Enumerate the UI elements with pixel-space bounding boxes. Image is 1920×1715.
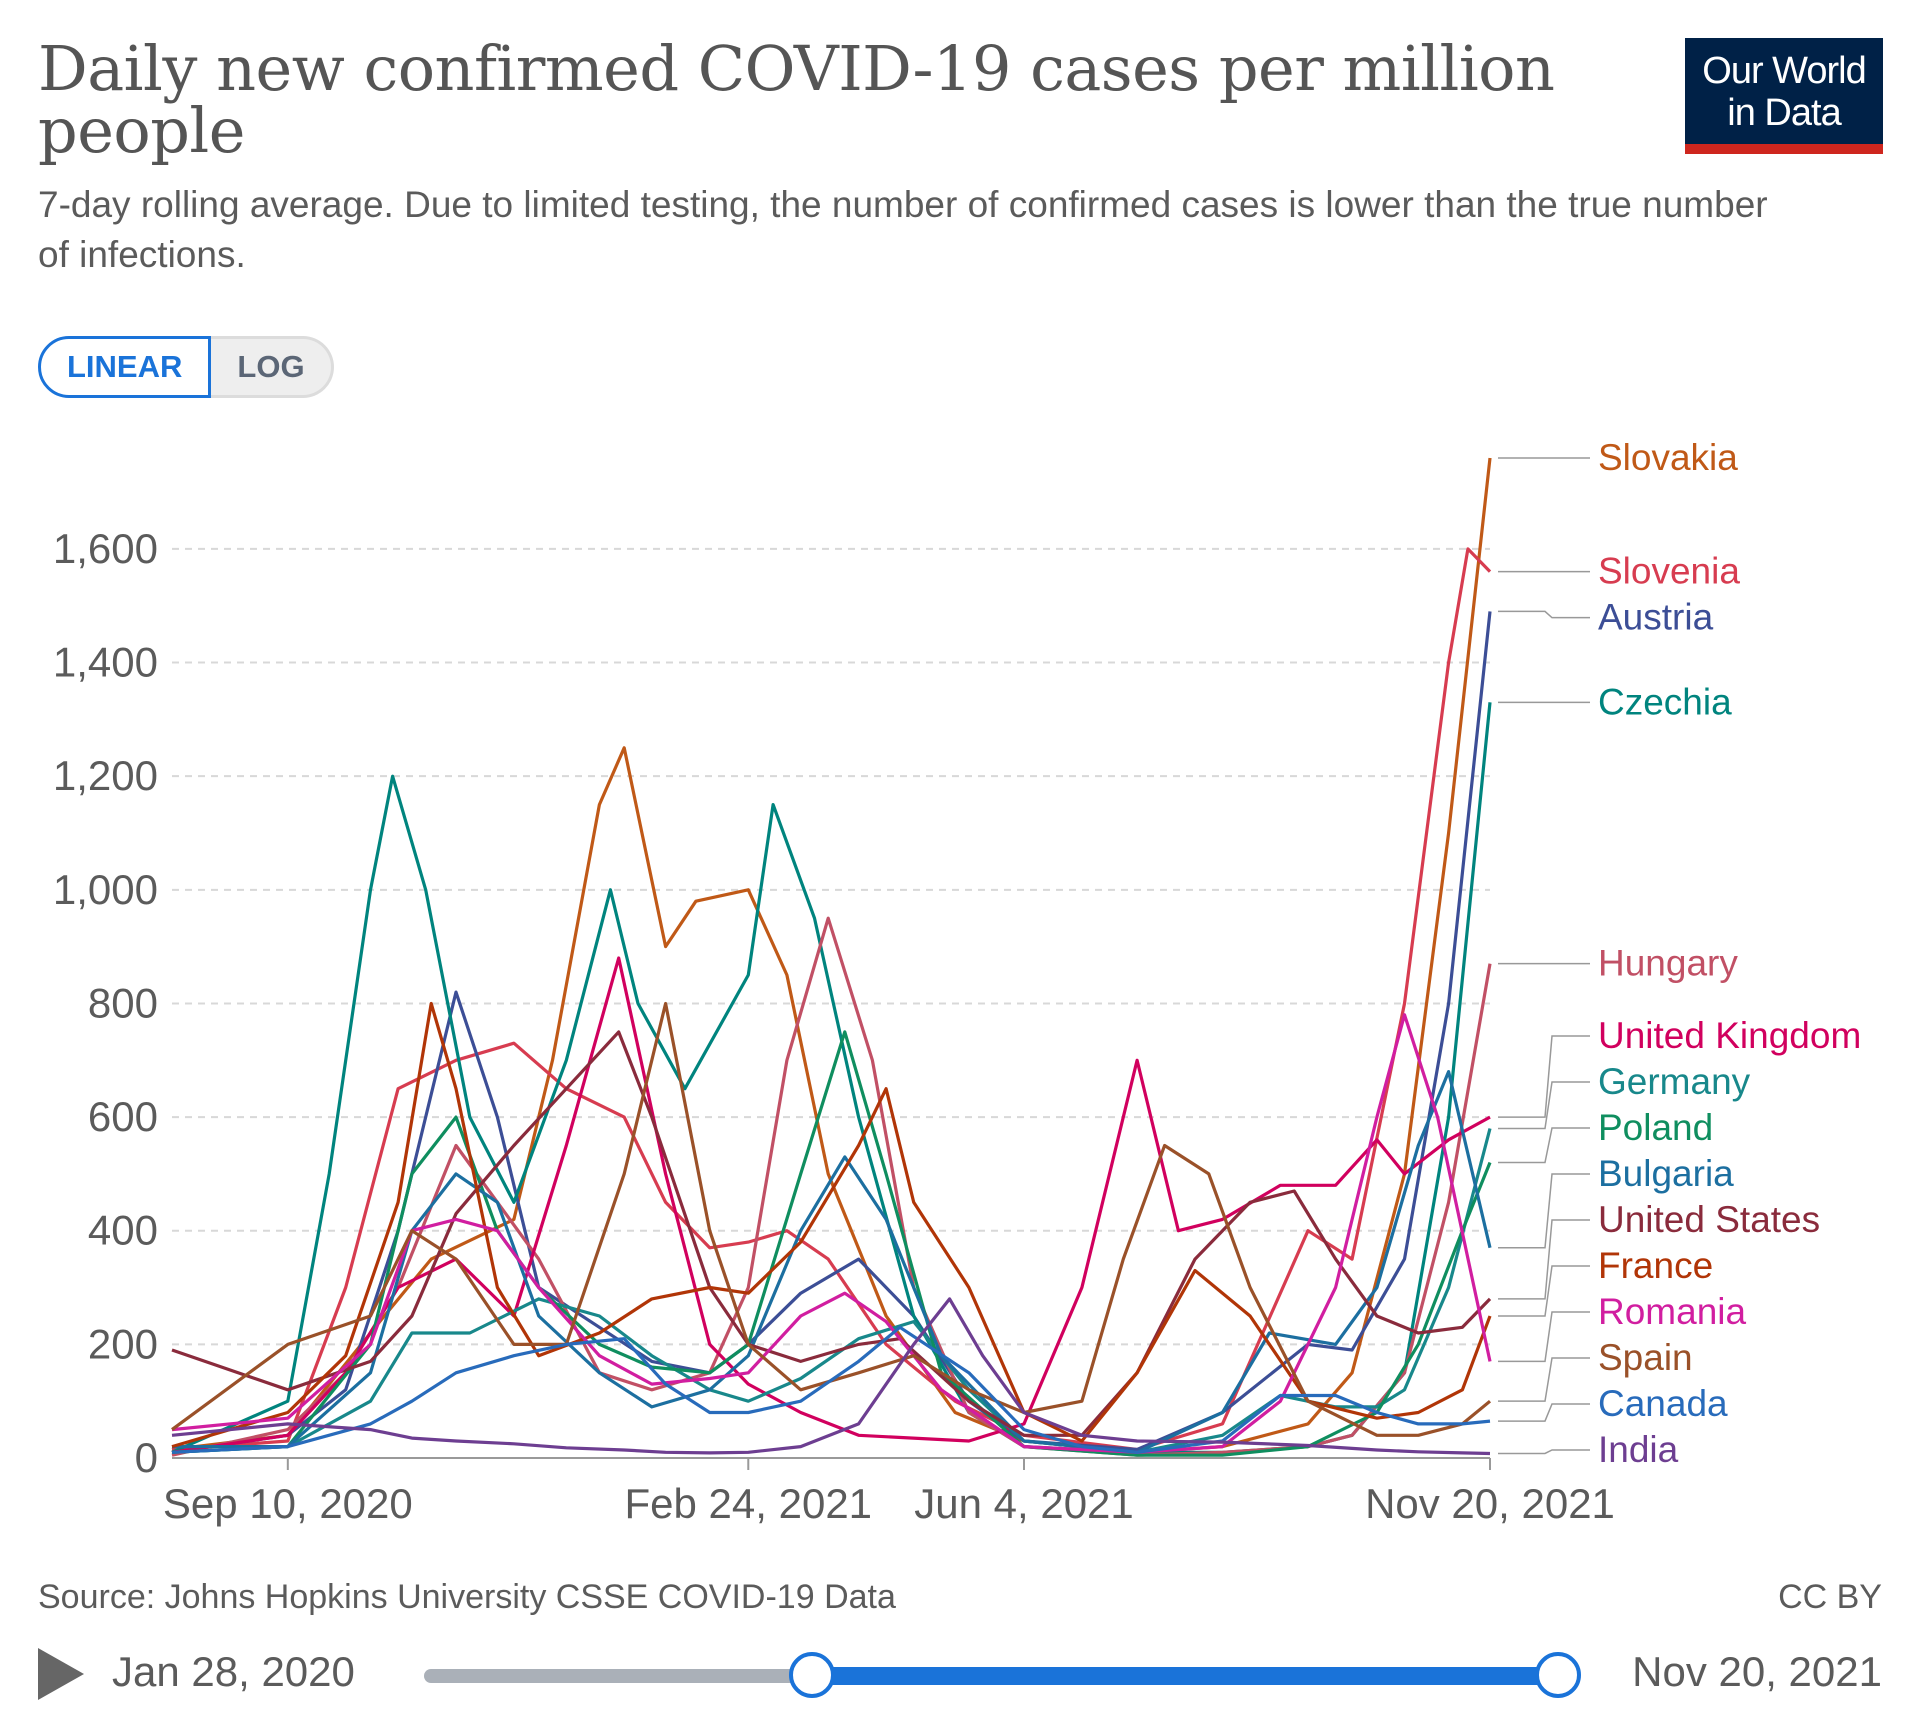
grid-lines <box>172 547 1490 1346</box>
legend-connector <box>1498 1357 1590 1402</box>
legend-connector <box>1498 1127 1590 1164</box>
series-lines <box>171 457 1492 1457</box>
owid-logo[interactable]: Our World in Data <box>1685 38 1883 154</box>
logo-line-2: in Data <box>1727 92 1841 134</box>
legend-label-slovakia[interactable]: Slovakia <box>1598 437 1738 478</box>
x-tick-label: Feb 24, 2021 <box>625 1480 873 1527</box>
timeline-track[interactable] <box>424 1669 812 1683</box>
series-line-germany[interactable] <box>171 1128 1492 1454</box>
legend-label-poland[interactable]: Poland <box>1598 1107 1713 1148</box>
legend-connector <box>1498 1403 1590 1422</box>
series-line-romania[interactable] <box>171 1013 1492 1454</box>
legend-connector <box>1498 1035 1590 1118</box>
y-tick-label: 1,200 <box>53 752 158 799</box>
legend-label-slovenia[interactable]: Slovenia <box>1598 551 1740 592</box>
timeline-end-handle[interactable] <box>1535 1652 1581 1698</box>
x-axis: Sep 10, 2020 Feb 24, 2021 Jun 4, 2021 Nov 2… <box>163 1457 1615 1527</box>
legend-label-bulgaria[interactable]: Bulgaria <box>1598 1153 1734 1194</box>
series-line-slovenia[interactable] <box>171 547 1492 1452</box>
y-tick-label: 600 <box>88 1093 158 1140</box>
series-line-poland[interactable] <box>171 1030 1492 1457</box>
chart-subtitle: 7-day rolling average. Due to limited te… <box>38 184 1768 275</box>
legend-connector <box>1498 1219 1590 1300</box>
linear-scale-button[interactable]: LINEAR <box>38 336 212 398</box>
series-line-canada[interactable] <box>171 1325 1491 1454</box>
legend-connector <box>1498 610 1590 619</box>
legend-connector <box>1498 1265 1590 1317</box>
series-line-india[interactable] <box>171 1297 1491 1456</box>
legend-label-czechia[interactable]: Czechia <box>1598 681 1732 722</box>
timeline: Jan 28, 2020 Nov 20, 2021 <box>0 1640 1920 1710</box>
legend-label-hungary[interactable]: Hungary <box>1598 943 1738 984</box>
y-tick-label: 400 <box>88 1207 158 1254</box>
license-link[interactable]: CC BY <box>1778 1578 1882 1616</box>
legend-label-spain[interactable]: Spain <box>1598 1337 1693 1378</box>
timeline-selected-range[interactable] <box>812 1667 1558 1685</box>
series-line-austria[interactable] <box>171 611 1492 1454</box>
x-tick-label: Jun 4, 2021 <box>914 1480 1134 1527</box>
legend-label-canada[interactable]: Canada <box>1598 1383 1728 1424</box>
legend-label-united-states[interactable]: United States <box>1598 1199 1820 1240</box>
timeline-start-handle[interactable] <box>789 1652 835 1698</box>
line-chart: 0 200 400 600 800 1,000 1,200 1,400 1,600 Sep 10… <box>53 437 1861 1527</box>
legend: Slovakia Slovenia Austria Czechia Hungary Uni… <box>1498 437 1861 1470</box>
y-tick-label: 800 <box>88 979 158 1026</box>
series-line-spain[interactable] <box>171 1001 1492 1437</box>
log-scale-button[interactable]: LOG <box>211 336 334 398</box>
legend-connector <box>1498 1173 1590 1249</box>
y-tick-label: 1,400 <box>53 639 158 686</box>
timeline-end-label: Nov 20, 2021 <box>1632 1648 1882 1695</box>
legend-label-germany[interactable]: Germany <box>1598 1061 1751 1102</box>
x-tick-label: Nov 20, 2021 <box>1365 1480 1615 1527</box>
y-tick-label: 0 <box>135 1434 158 1481</box>
series-line-bulgaria[interactable] <box>172 1070 1492 1454</box>
legend-label-romania[interactable]: Romania <box>1598 1291 1746 1332</box>
legend-connector <box>1498 1449 1590 1455</box>
scale-toggle: LINEAR LOG <box>38 336 334 398</box>
series-line-slovakia[interactable] <box>171 457 1492 1454</box>
y-axis: 0 200 400 600 800 1,000 1,200 1,400 1,600 <box>53 525 158 1481</box>
legend-connector <box>1498 1081 1590 1130</box>
legend-label-france[interactable]: France <box>1598 1245 1713 1286</box>
legend-label-india[interactable]: India <box>1598 1429 1679 1470</box>
logo-line-1: Our World <box>1702 50 1866 92</box>
play-icon[interactable] <box>38 1648 84 1700</box>
source-note: Source: Johns Hopkins University CSSE CO… <box>38 1578 896 1616</box>
chart-title: Daily new confirmed COVID-19 cases per m… <box>38 32 1555 167</box>
timeline-start-label: Jan 28, 2020 <box>112 1648 355 1695</box>
legend-label-united-kingdom[interactable]: United Kingdom <box>1598 1015 1861 1056</box>
series-line-france[interactable] <box>171 1001 1492 1449</box>
legend-connector <box>1498 1311 1590 1363</box>
y-tick-label: 200 <box>88 1320 158 1367</box>
x-tick-label: Sep 10, 2020 <box>163 1480 413 1527</box>
y-tick-label: 1,000 <box>53 866 158 913</box>
series-line-united-states[interactable] <box>171 1030 1492 1437</box>
y-tick-label: 1,600 <box>53 525 158 572</box>
legend-label-austria[interactable]: Austria <box>1598 597 1714 638</box>
